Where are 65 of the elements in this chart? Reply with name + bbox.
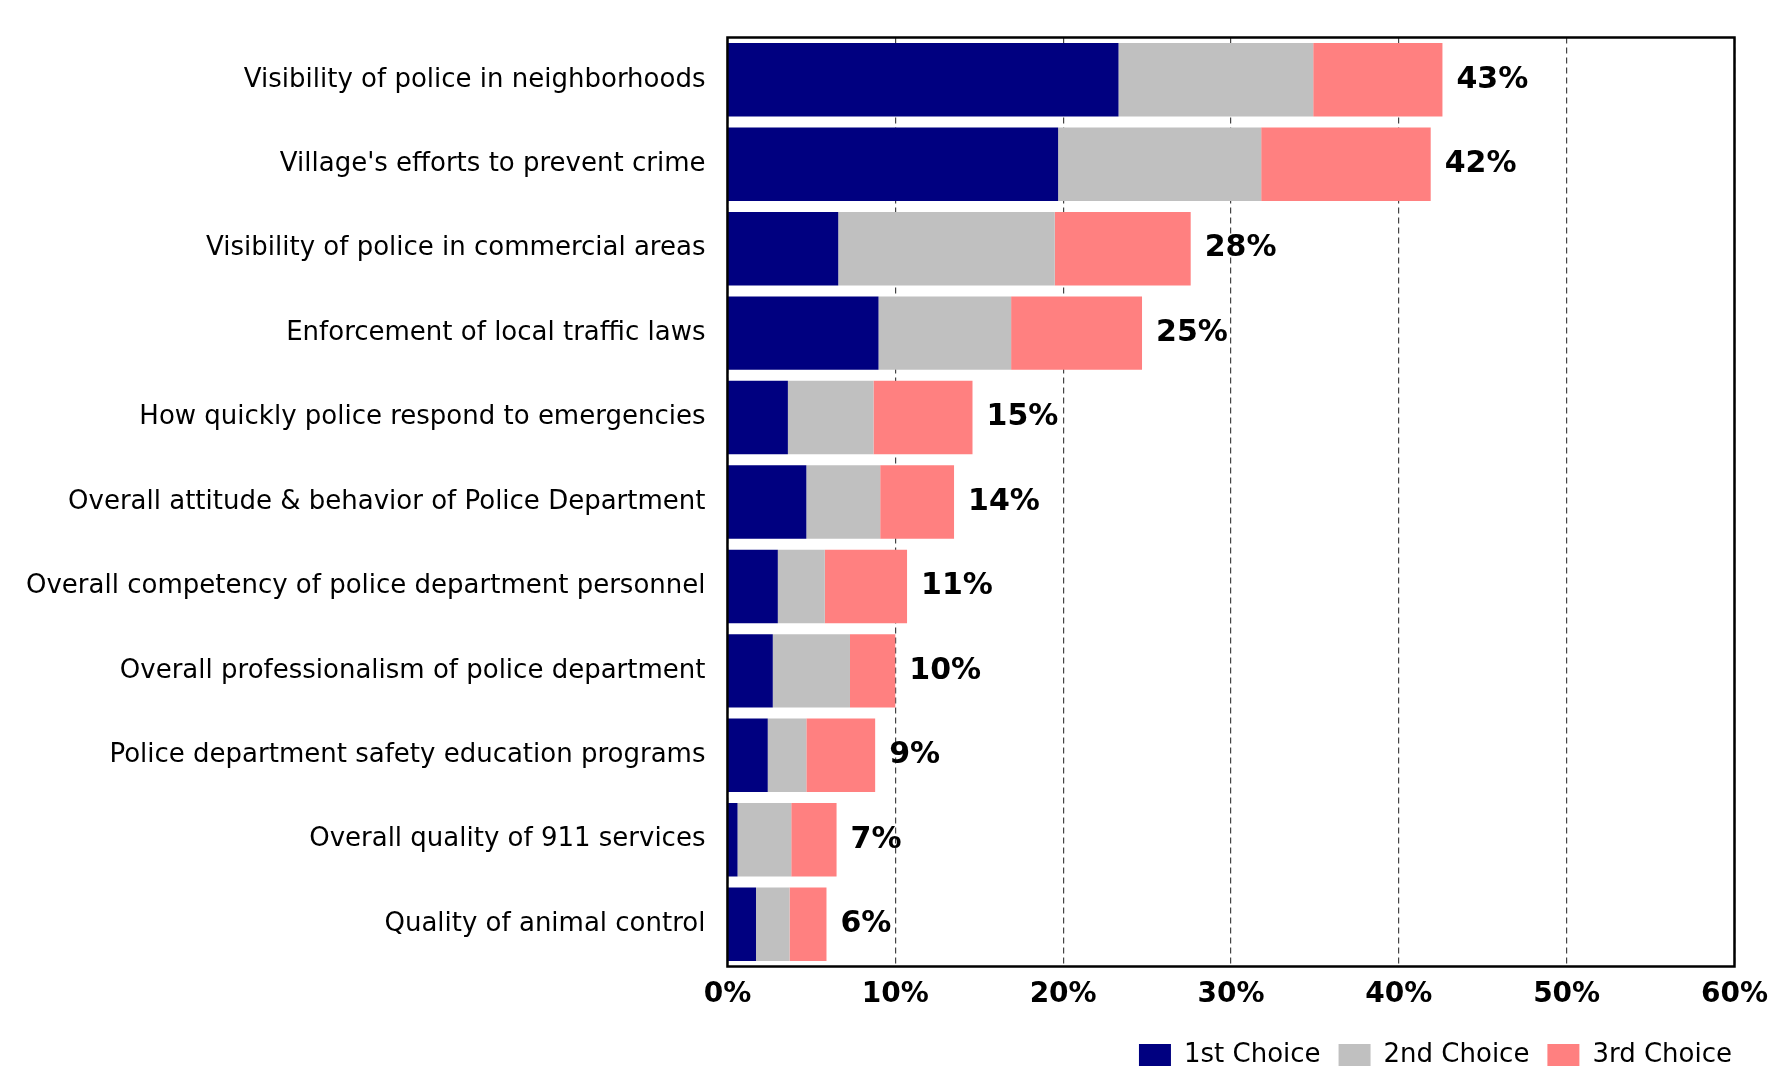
bar <box>1011 296 1143 370</box>
total-label: 28% <box>1204 228 1277 264</box>
x-tick-label: 20% <box>1029 976 1097 1010</box>
total-label: 25% <box>1156 312 1228 348</box>
bar <box>824 549 908 624</box>
legend-label: 2nd Choice <box>1383 1037 1530 1068</box>
legend-label: 3rd Choice <box>1592 1037 1733 1068</box>
y-tick-label: Police department safety education programs <box>109 738 706 769</box>
total-label: 6% <box>840 903 892 939</box>
total-label: 9% <box>889 735 941 771</box>
bar <box>728 718 768 793</box>
y-tick-label: How quickly police respond to emergencies <box>139 400 706 431</box>
bar <box>806 718 876 793</box>
y-tick-label: Visibility of police in commercial areas <box>206 231 706 262</box>
bar <box>728 803 738 877</box>
bar <box>789 887 827 961</box>
bar <box>873 380 973 455</box>
x-tick-label: 40% <box>1365 976 1433 1010</box>
bar <box>728 634 773 708</box>
bar <box>880 465 955 539</box>
y-tick-label: Enforcement of local traffic laws <box>286 315 706 346</box>
x-tick-label: 0% <box>703 976 752 1010</box>
y-tick-label: Village's efforts to prevent crime <box>279 147 706 177</box>
y-tick-label: Quality of animal control <box>384 906 706 937</box>
bar <box>1313 43 1443 117</box>
bar <box>756 887 790 961</box>
total-label: 7% <box>850 819 902 855</box>
y-tick-label: Overall competency of police department personnel <box>26 569 706 600</box>
bar <box>728 211 839 286</box>
bar <box>737 803 792 877</box>
bar <box>772 634 850 708</box>
y-tick-label: Overall attitude & behavior of Police Department <box>68 484 706 515</box>
total-label: 43% <box>1456 59 1529 95</box>
bar <box>791 803 837 877</box>
bar <box>728 43 1119 117</box>
x-tick-label: 60% <box>1700 976 1769 1010</box>
legend-label: 1st Choice <box>1183 1037 1321 1068</box>
bar <box>777 549 825 624</box>
bar <box>1261 127 1431 201</box>
bar <box>728 296 879 370</box>
total-label: 11% <box>921 566 993 602</box>
total-label: 15% <box>986 397 1059 433</box>
y-tick-label: Visibility of police in neighborhoods <box>243 62 706 93</box>
y-tick-label: Overall quality of 911 services <box>309 822 706 853</box>
x-tick-label: 30% <box>1197 976 1265 1010</box>
bar <box>787 380 874 455</box>
total-label: 14% <box>968 481 1040 517</box>
bar <box>1118 43 1314 117</box>
total-label: 10% <box>909 650 982 686</box>
bar <box>838 211 1055 286</box>
bar <box>728 887 756 961</box>
bar <box>849 634 896 708</box>
bar <box>728 380 788 455</box>
bar <box>767 718 807 793</box>
bar <box>806 465 881 539</box>
bar <box>728 465 807 539</box>
x-tick-label: 10% <box>861 976 929 1010</box>
bar <box>878 296 1012 370</box>
bar <box>728 127 1059 201</box>
bar <box>728 549 778 624</box>
bar <box>1058 127 1262 201</box>
total-label: 42% <box>1444 144 1517 180</box>
x-tick-label: 50% <box>1533 976 1601 1010</box>
bar <box>1054 211 1191 286</box>
y-tick-label: Overall professionalism of police department <box>119 653 706 684</box>
